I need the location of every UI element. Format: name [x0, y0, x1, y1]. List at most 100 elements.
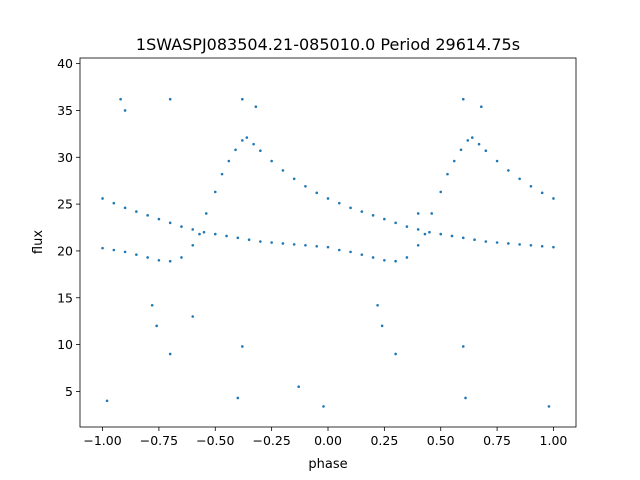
data-point: [430, 212, 434, 215]
data-point: [191, 315, 195, 318]
data-point: [518, 177, 521, 181]
data-point: [198, 232, 201, 236]
data-point: [337, 201, 341, 205]
data-point: [168, 97, 172, 101]
data-point: [439, 232, 443, 236]
x-tick-label: −1.00: [83, 433, 121, 448]
data-point: [405, 225, 409, 228]
data-point: [204, 212, 208, 215]
data-point: [473, 238, 476, 241]
y-tick-label: 40: [57, 56, 73, 71]
y-tick-label: 10: [57, 337, 73, 352]
data-point: [241, 97, 244, 101]
data-point: [480, 105, 483, 108]
data-point: [383, 258, 386, 262]
x-tick-label: 0.50: [427, 433, 455, 448]
data-point: [213, 190, 217, 194]
data-point: [157, 217, 161, 221]
data-point: [236, 236, 240, 240]
data-point: [507, 242, 510, 245]
data-point: [466, 139, 470, 142]
x-tick-label: 0.25: [370, 433, 398, 448]
data-point: [247, 238, 251, 241]
data-point: [452, 159, 456, 163]
data-point: [337, 248, 341, 252]
data-point: [225, 234, 228, 238]
data-point: [428, 230, 431, 234]
y-axis-title: flux: [31, 230, 46, 254]
data-point: [552, 245, 555, 249]
data-point: [394, 221, 397, 225]
data-point: [380, 324, 384, 328]
data-point: [439, 190, 443, 194]
data-point: [529, 185, 533, 188]
data-point: [252, 142, 255, 146]
data-point: [371, 256, 375, 259]
x-tick-label: −0.50: [196, 433, 234, 448]
data-point: [446, 172, 449, 176]
data-point: [101, 246, 104, 250]
data-point: [405, 256, 409, 259]
y-tick-label: 30: [57, 150, 73, 165]
data-point: [146, 256, 149, 259]
data-point: [241, 345, 244, 348]
data-point: [135, 253, 138, 256]
data-point: [304, 244, 307, 247]
data-point: [416, 228, 420, 231]
data-point: [191, 244, 195, 247]
y-tick-label: 5: [65, 384, 73, 399]
data-point: [507, 169, 510, 172]
data-point: [227, 159, 231, 163]
data-point: [416, 244, 420, 247]
data-point: [304, 185, 307, 188]
data-point: [423, 232, 427, 236]
data-point: [281, 242, 285, 245]
data-point: [180, 256, 183, 259]
data-point: [495, 241, 499, 244]
x-tick-label: −0.75: [140, 433, 178, 448]
data-point: [270, 159, 273, 163]
data-point: [241, 139, 244, 142]
data-point: [155, 324, 158, 328]
x-tick-label: −0.25: [252, 433, 290, 448]
data-point: [552, 197, 555, 200]
data-point: [484, 149, 488, 153]
data-point: [459, 148, 463, 152]
data-point: [292, 177, 296, 181]
data-point: [360, 253, 364, 256]
data-point: [416, 212, 420, 215]
data-point: [213, 232, 217, 236]
data-point: [123, 250, 127, 254]
data-point: [135, 210, 138, 213]
data-point: [495, 159, 499, 163]
data-point: [349, 250, 352, 254]
data-point: [254, 105, 258, 108]
data-point: [461, 97, 465, 101]
y-tick-label: 25: [57, 197, 73, 212]
data-point: [220, 172, 224, 176]
x-tick-label: 1.00: [540, 433, 568, 448]
data-point: [119, 97, 122, 101]
data-point: [146, 214, 149, 217]
data-point: [292, 243, 296, 246]
data-point: [168, 259, 172, 263]
data-point: [326, 197, 330, 200]
data-point: [360, 210, 364, 213]
data-point: [150, 303, 154, 307]
data-point: [394, 259, 397, 263]
data-point: [529, 244, 533, 247]
data-point: [191, 228, 195, 231]
data-point: [315, 191, 319, 195]
data-point: [202, 230, 206, 234]
y-axis-ticks: 5 10 15 20 25 30 35 40: [57, 56, 80, 399]
data-point: [371, 214, 375, 217]
data-point: [394, 352, 397, 356]
y-tick-label: 15: [57, 290, 73, 305]
data-point: [157, 258, 161, 262]
data-point: [315, 244, 319, 248]
data-point: [484, 240, 488, 243]
data-point: [101, 197, 104, 200]
data-point: [281, 169, 285, 172]
